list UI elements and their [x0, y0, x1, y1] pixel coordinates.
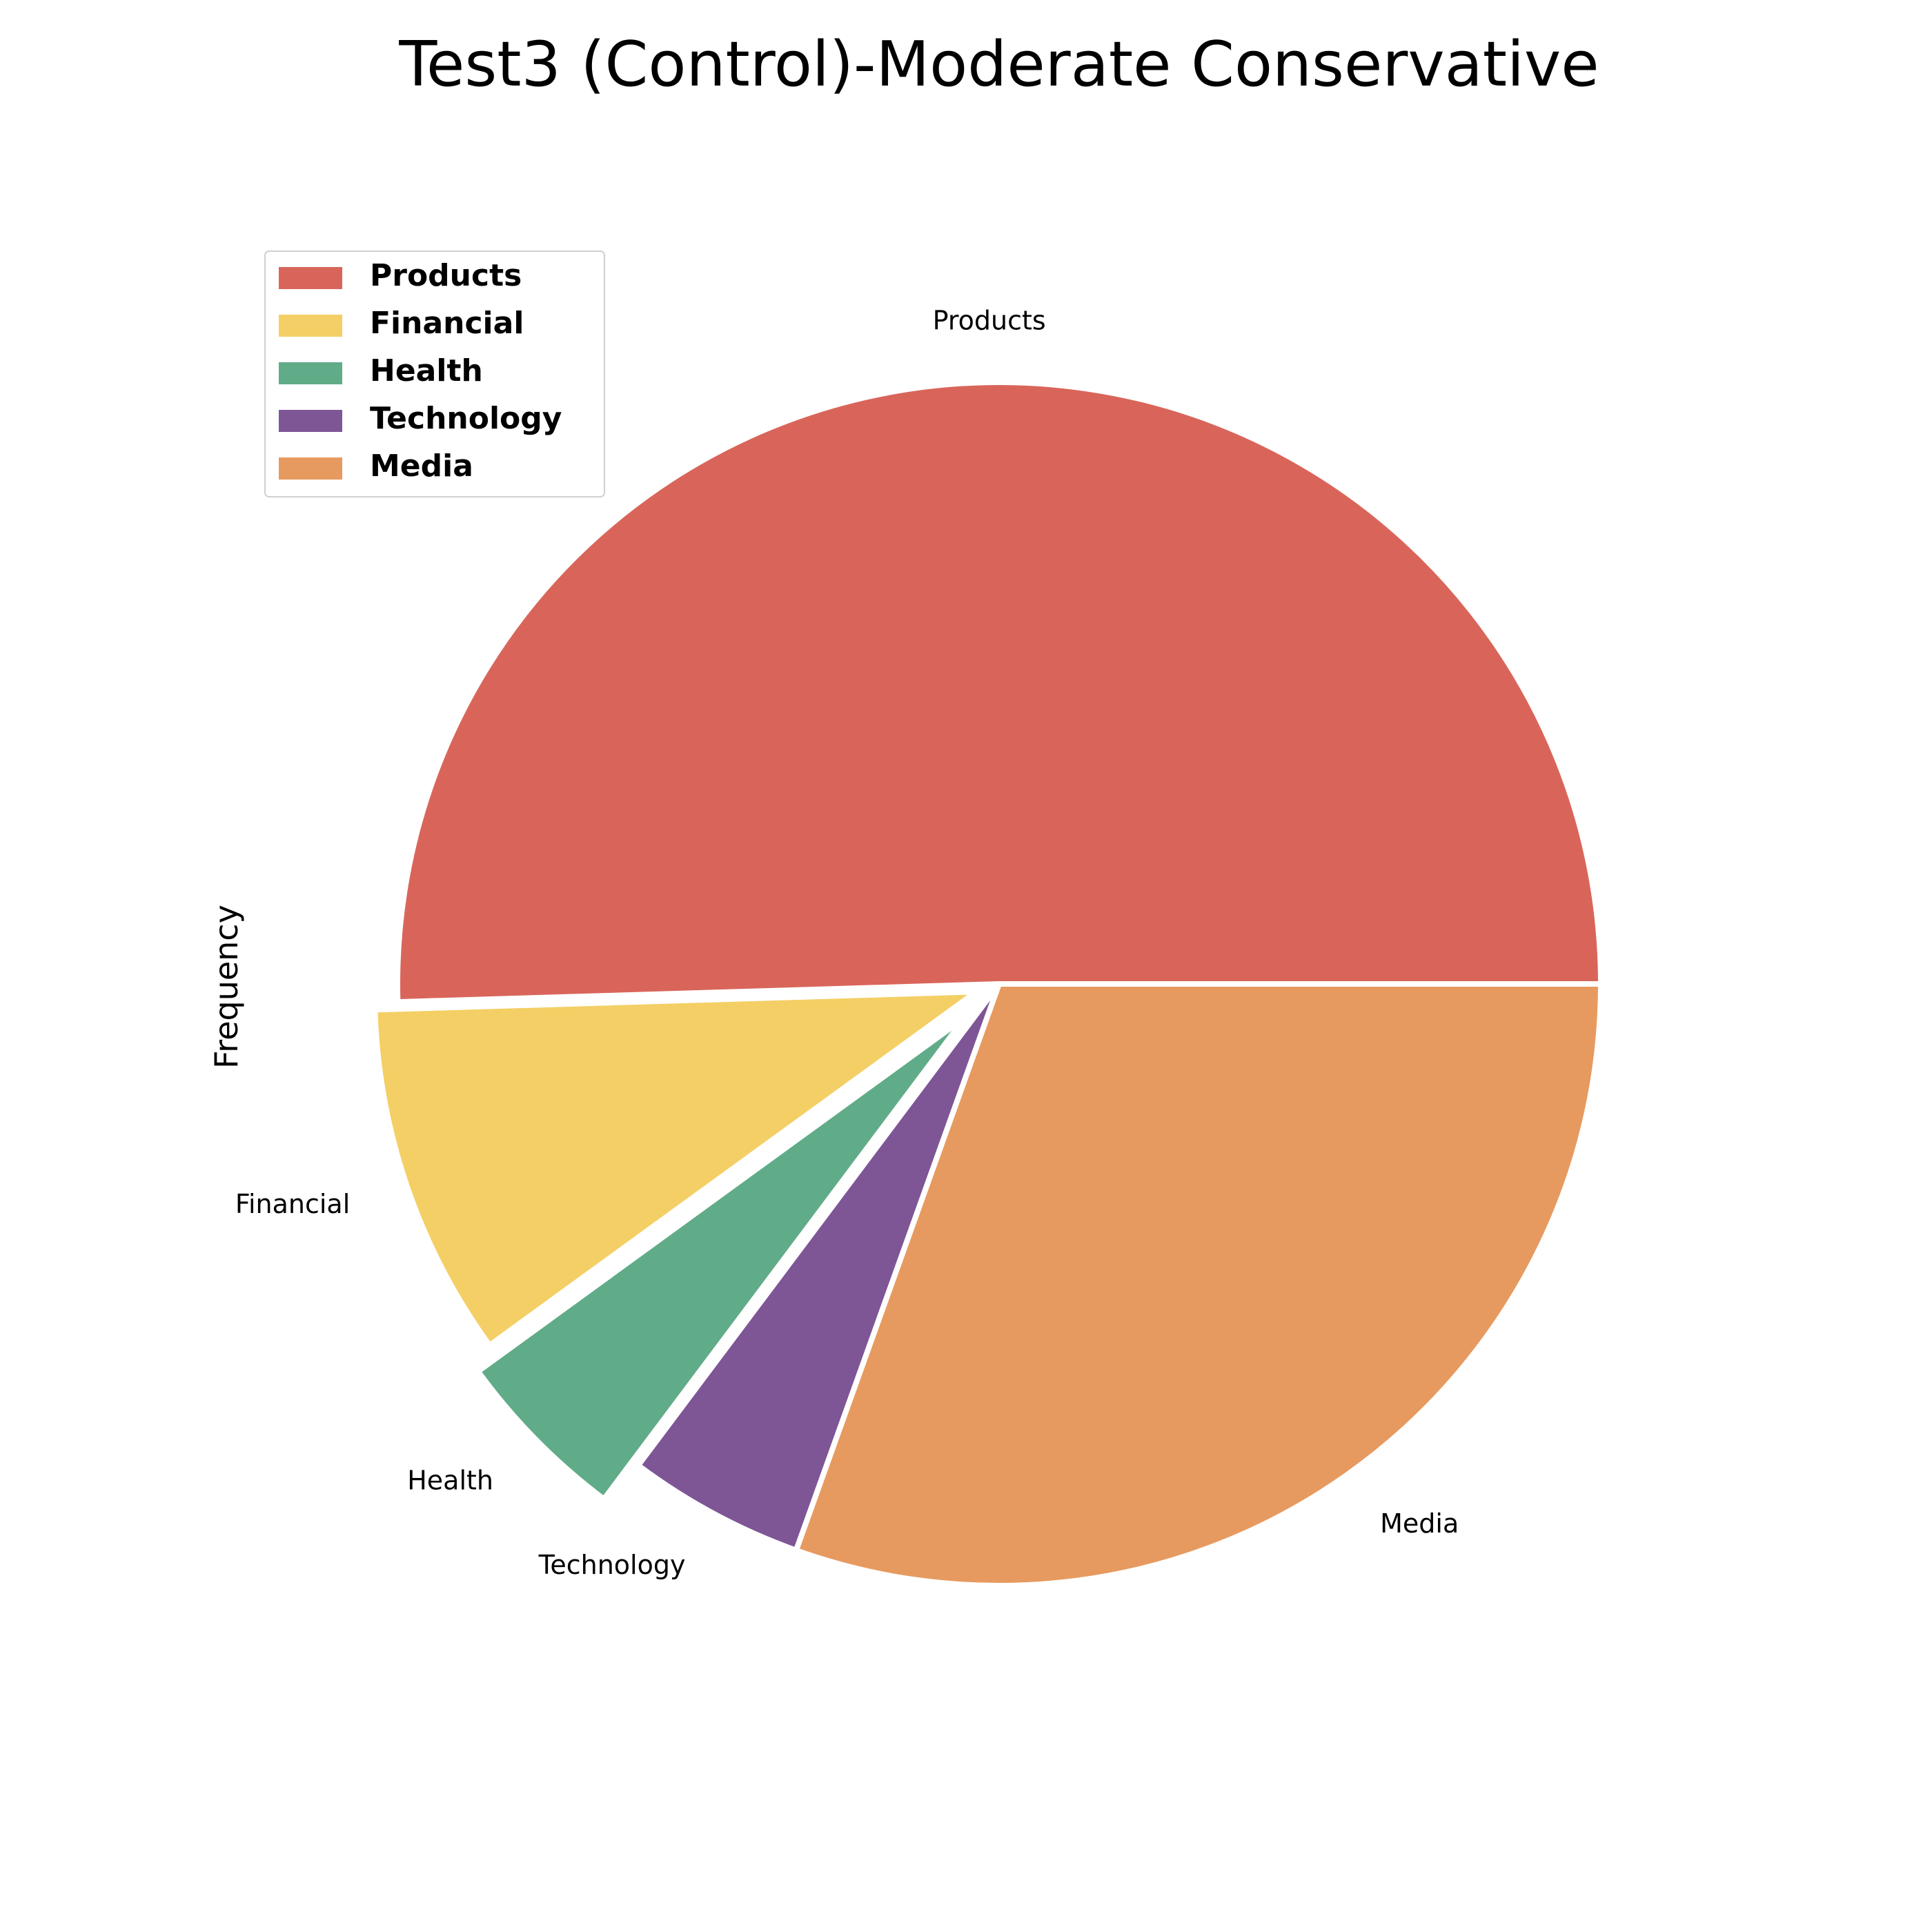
- slice-label-health: Health: [407, 1466, 493, 1496]
- y-axis-label: Frequency: [208, 905, 245, 1069]
- slice-label-media: Media: [1380, 1508, 1459, 1539]
- pie-slice-products: [395, 379, 1604, 1005]
- legend-swatch-products: [279, 267, 342, 289]
- pie-slice-technology: [635, 981, 1002, 1553]
- legend-swatch-health: [279, 362, 342, 384]
- legend-label-products: Products: [370, 258, 522, 293]
- legend-label-health: Health: [370, 353, 483, 388]
- chart-title: Test3 (Control)-Moderate Conservative: [398, 28, 1599, 101]
- legend-label-media: Media: [370, 448, 473, 484]
- slice-label-technology: Technology: [538, 1550, 686, 1580]
- pie-slice-labels: Products Financial Health Technology Media: [235, 305, 1459, 1580]
- pie-slice-health: [475, 1014, 968, 1502]
- slice-label-products: Products: [933, 305, 1046, 335]
- legend-swatch-technology: [279, 410, 342, 432]
- pie-slice-financial: [372, 989, 979, 1348]
- legend-frame: [264, 250, 605, 497]
- legend-swatch-financial: [279, 315, 342, 337]
- legend: Products Financial Health Technology Media: [264, 250, 605, 497]
- legend-label-financial: Financial: [370, 306, 524, 341]
- legend-label-technology: Technology: [370, 401, 562, 436]
- legend-swatch-media: [279, 457, 342, 480]
- pie-slices: [372, 379, 1604, 1588]
- pie-slice-media: [793, 981, 1604, 1588]
- slice-label-financial: Financial: [235, 1189, 350, 1219]
